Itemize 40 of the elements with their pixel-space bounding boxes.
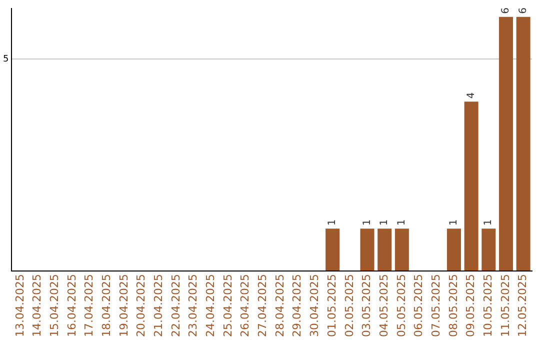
x-tick-label: 10.05.2025 (482, 274, 495, 338)
x-tick-label: 01.05.2025 (325, 274, 338, 338)
data-label: 1 (396, 219, 408, 226)
x-tick-label: 24.04.2025 (204, 274, 218, 338)
data-label: 4 (466, 92, 477, 99)
x-tick-label: 12.05.2025 (516, 274, 530, 338)
x-tick-label: 27.04.2025 (256, 274, 270, 338)
x-tick-label: 05.05.2025 (394, 274, 408, 338)
x-tick-label: 16.04.2025 (65, 274, 78, 338)
x-tick-label: 30.04.2025 (308, 274, 322, 338)
x-tick-label: 14.04.2025 (30, 274, 44, 338)
x-tick-label: 04.05.2025 (377, 274, 390, 338)
x-tick-label: 20.04.2025 (134, 274, 148, 338)
data-label: 6 (518, 7, 529, 14)
x-tick-label: 03.05.2025 (360, 274, 374, 338)
x-tick-label: 08.05.2025 (446, 274, 460, 338)
x-tick-label: 19.04.2025 (117, 274, 130, 338)
x-tick-label: 13.04.2025 (13, 274, 26, 338)
x-tick-label: 23.04.2025 (186, 274, 200, 338)
x-tick-label: 15.04.2025 (48, 274, 61, 338)
x-tick-label: 25.04.2025 (221, 274, 234, 338)
x-tick-label: 28.04.2025 (273, 274, 286, 338)
data-label: 1 (483, 219, 494, 226)
x-tick-label: 09.05.2025 (464, 274, 478, 338)
data-label: 1 (448, 219, 460, 226)
data-label: 6 (500, 7, 512, 14)
x-tick-label: 17.04.2025 (82, 274, 96, 338)
x-tick-label: 29.04.2025 (290, 274, 304, 338)
data-label: 1 (379, 219, 390, 226)
x-tick-label: 02.05.2025 (342, 274, 356, 338)
data-label: 1 (362, 219, 373, 226)
x-tick-label: 26.04.2025 (238, 274, 252, 338)
x-tick-label: 07.05.2025 (429, 274, 442, 338)
y-tick-label: 5 (2, 54, 9, 65)
x-tick-label: 11.05.2025 (498, 274, 512, 338)
x-tick-label: 06.05.2025 (412, 274, 426, 338)
x-tick-label: 21.04.2025 (152, 274, 165, 338)
x-tick-label: 18.04.2025 (100, 274, 113, 338)
x-tick-label: 22.04.2025 (169, 274, 182, 338)
data-label: 1 (327, 219, 338, 226)
